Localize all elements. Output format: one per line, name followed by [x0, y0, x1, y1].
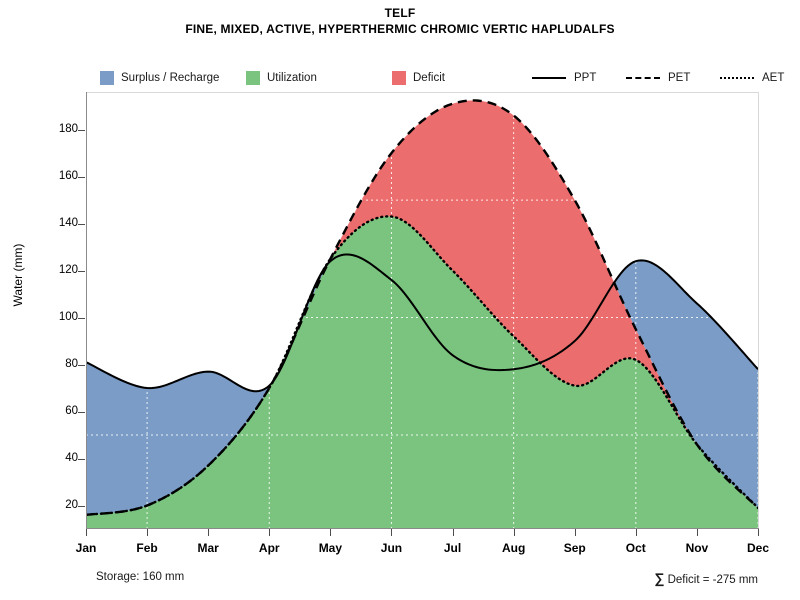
x-tick-label-jan: Jan — [75, 541, 97, 555]
x-tick-mark — [86, 529, 87, 536]
x-tick-label-sep: Sep — [563, 541, 586, 555]
x-tick-label-aug: Aug — [501, 541, 526, 555]
legend-item-surplus-recharge[interactable]: Surplus / Recharge — [100, 69, 219, 87]
legend-label-deficit: Deficit — [413, 72, 445, 84]
y-tick-label: 100 — [58, 310, 78, 323]
x-tick-label-dec: Dec — [746, 541, 769, 555]
y-tick-label: 20 — [65, 498, 78, 511]
area-surplus-recharge — [615, 260, 758, 508]
x-axis-ticks: Jan Feb Mar Apr May Jun Jul Aug Sep Oct Nov Dec — [76, 529, 769, 569]
y-axis-label: Water (mm) — [11, 243, 25, 307]
legend-label-utilization: Utilization — [267, 72, 317, 84]
legend-label-surplus-recharge: Surplus / Recharge — [121, 72, 220, 84]
x-tick-mark — [330, 529, 332, 536]
storage-note: Storage: 160 mm — [96, 571, 185, 583]
x-tick-mark — [696, 529, 698, 536]
y-tick-label: 180 — [58, 122, 78, 135]
x-tick-label-jul: Jul — [443, 541, 462, 555]
y-tick-mark — [78, 176, 85, 178]
chart-legend: Surplus / Recharge Utilization Deficit P… — [100, 69, 784, 87]
y-tick-label: 60 — [65, 404, 78, 417]
y-tick-mark — [78, 411, 85, 413]
x-tick-mark — [147, 529, 149, 536]
x-tick-label-jun: Jun — [380, 541, 403, 555]
y-axis-ticks: 20 40 60 80 100 120 140 160 180 — [34, 92, 78, 529]
x-tick-label-oct: Oct — [625, 541, 646, 555]
y-tick-mark — [78, 317, 85, 319]
legend-item-ppt[interactable]: PPT — [532, 69, 596, 87]
legend-item-aet[interactable]: AET — [720, 69, 784, 87]
y-tick-label: 140 — [58, 216, 78, 229]
legend-swatch-utilization — [246, 71, 260, 85]
line-dotted-icon — [720, 71, 754, 85]
legend-label-aet: AET — [762, 72, 785, 84]
chart-title: TELF — [384, 6, 416, 20]
x-tick-label-feb: Feb — [136, 541, 158, 555]
x-tick-label-nov: Nov — [685, 541, 709, 555]
y-tick-label: 160 — [58, 169, 78, 182]
x-tick-mark — [574, 529, 576, 536]
area-surplus-recharge — [86, 362, 272, 515]
area-utilization — [86, 216, 759, 529]
legend-swatch-surplus-recharge — [100, 71, 114, 85]
plot-area — [86, 92, 759, 529]
area-deficit — [332, 100, 695, 442]
chart-subtitle: FINE, MIXED, ACTIVE, HYPERTHERMIC CHROMI… — [185, 22, 615, 36]
y-tick-label: 80 — [65, 357, 78, 370]
y-tick-label: 40 — [65, 451, 78, 464]
legend-item-utilization[interactable]: Utilization — [246, 69, 317, 87]
y-tick-mark — [78, 505, 85, 507]
sigma-icon: ∑ — [654, 570, 665, 586]
deficit-note-text: Deficit = -275 mm — [667, 574, 758, 586]
legend-swatch-deficit — [392, 71, 406, 85]
x-tick-mark — [452, 529, 454, 536]
series-line-pet — [86, 99, 759, 517]
y-tick-mark — [78, 223, 85, 225]
x-tick-mark — [208, 529, 210, 536]
x-tick-mark — [758, 529, 759, 536]
x-tick-mark — [513, 529, 515, 536]
y-tick-mark — [78, 129, 85, 131]
x-tick-label-may: May — [318, 541, 343, 555]
legend-item-pet[interactable]: PET — [626, 69, 690, 87]
line-dashed-icon — [626, 71, 660, 85]
y-tick-mark — [78, 458, 85, 460]
series-line-ppt — [86, 253, 759, 393]
y-tick-label: 120 — [58, 263, 78, 276]
legend-label-ppt: PPT — [574, 72, 597, 84]
line-solid-icon — [532, 71, 566, 85]
y-tick-mark — [78, 364, 85, 366]
y-tick-mark — [78, 270, 85, 272]
legend-item-deficit[interactable]: Deficit — [392, 69, 445, 87]
x-tick-mark — [391, 529, 393, 536]
x-tick-mark — [635, 529, 637, 536]
legend-label-pet: PET — [668, 72, 691, 84]
x-tick-label-mar: Mar — [197, 541, 219, 555]
deficit-note: ∑ Deficit = -275 mm — [654, 570, 758, 586]
x-tick-label-apr: Apr — [258, 541, 280, 555]
x-tick-mark — [269, 529, 271, 536]
